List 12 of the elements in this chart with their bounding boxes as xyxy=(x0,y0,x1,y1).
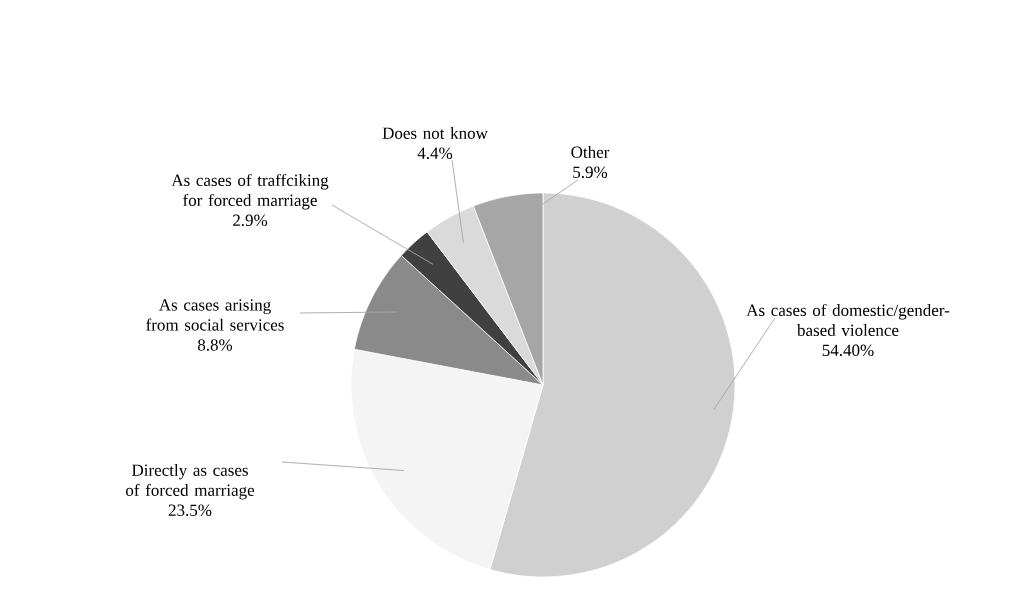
data-label: 23.5% xyxy=(168,504,212,516)
slice-label: Does not know xyxy=(382,126,488,139)
data-label: 2.9% xyxy=(233,214,268,227)
data-label: 54.40% xyxy=(822,344,874,357)
slice-label: As cases arising from social services xyxy=(146,299,284,331)
slice-label: Other xyxy=(571,145,610,158)
data-label: 8.8% xyxy=(197,339,233,351)
slice-label: As cases of domestic/gender-based violence xyxy=(746,303,950,337)
data-label: 4.4% xyxy=(417,147,453,159)
slice-label: Directly as cases of forced marriage xyxy=(125,463,255,500)
slice-label: As cases of traffciking for forced marriage xyxy=(171,173,329,210)
data-label: 5.9% xyxy=(573,166,608,178)
